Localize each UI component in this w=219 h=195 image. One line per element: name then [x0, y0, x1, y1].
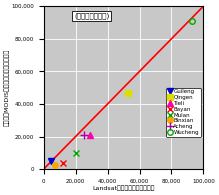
- Legend: Guileng, Qingen, Tieli, Bayan, Mulan, Binxian, Acheng, Wucheng: Guileng, Qingen, Tieli, Bayan, Mulan, Bi…: [166, 88, 201, 137]
- Y-axis label: 本手法（MODISデータ）による推定結果: 本手法（MODISデータ）による推定結果: [4, 49, 10, 126]
- Text: (単位ヘクタール): (単位ヘクタール): [74, 13, 109, 19]
- X-axis label: Landsatデータによる推定結果: Landsatデータによる推定結果: [92, 185, 155, 191]
